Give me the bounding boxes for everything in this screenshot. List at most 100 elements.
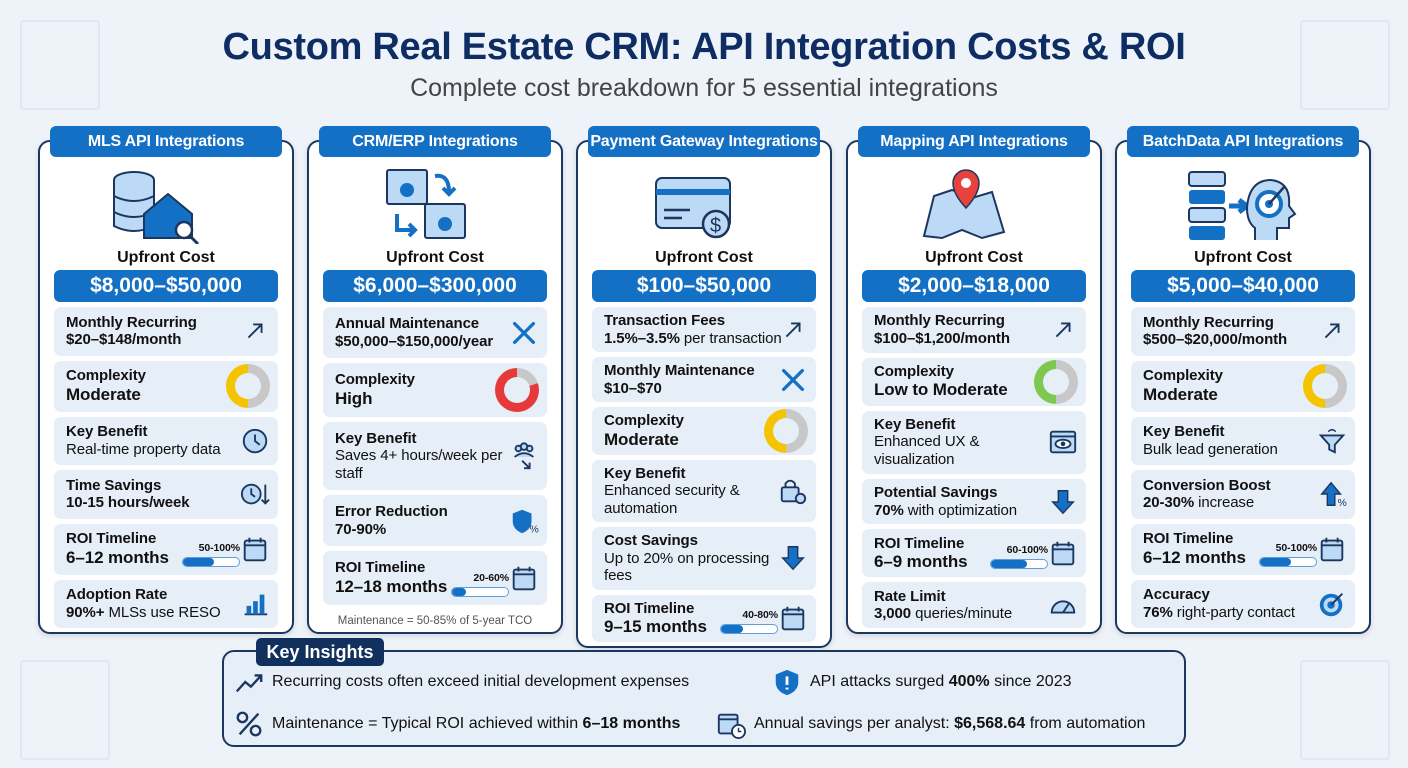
metric-value-bold: 6–12 months [1143,547,1246,567]
metric-value-bold: 3,000 [874,605,912,623]
metric-label: ROI Timeline [335,559,426,577]
upfront-cost-label: Upfront Cost [1194,249,1292,266]
card-title: MLS API Integrations [50,126,282,157]
metric-value-bold: $20–$148/month [66,331,182,349]
metric-row: Cost Savings Up to 20% on processing fee… [592,527,816,590]
roi-progress-label: 50-100% [198,541,240,554]
roi-progress: 20-60% [451,572,509,597]
insight-highlight: 6–18 months [582,715,681,732]
tools-icon [781,368,805,391]
metric-row: Adoption Rate 90%+ MLSs use RESO [54,579,278,628]
metric-label: Annual Maintenance [335,315,480,333]
metric-value-bold: Low to Moderate [874,380,1008,400]
map-pin-icon [922,169,1006,240]
metric-value-bold: 6–9 months [874,552,968,572]
metric-label: Monthly Recurring [66,313,197,331]
metric-label: Key Benefit [335,429,417,447]
calendar-icon [1051,542,1075,566]
metric-row: Complexity Moderate [592,407,816,455]
upfront-cost-value: $6,000–$300,000 [323,270,547,302]
key-insights-title: Key Insights [256,638,384,666]
credit-card-dollar-icon: $ [655,177,731,239]
tools-icon [512,321,536,344]
metric-label: Complexity [874,362,954,380]
metric-value: Real-time property data [66,440,221,458]
metric-label: Adoption Rate [66,586,168,604]
metric-value-bold: 20-30% [1143,494,1195,512]
page-subtitle: Complete cost breakdown for 5 essential … [410,74,998,102]
roi-progress-label: 40-80% [742,609,778,621]
insight-item: Maintenance = Typical ROI achieved withi… [234,709,680,739]
trend-up-arrow-icon [785,322,801,337]
metric-value: Up to 20% on processing fees [604,549,770,585]
metric-value: with optimization [903,501,1017,519]
clock-icon [242,428,268,453]
page-title: Custom Real Estate CRM: API Integration … [222,26,1186,68]
trend-line-icon [235,674,263,693]
roi-progress: 60-100% [990,544,1048,570]
metric-row: Key Benefit Enhanced security & automati… [592,459,816,522]
metric-row: Annual Maintenance $50,000–$150,000/year [323,307,547,359]
metric-row: Complexity Low to Moderate [862,357,1086,406]
insight-item: API attacks surged 400% since 2023 [772,667,1072,697]
insight-text: API attacks surged [810,673,949,690]
metric-row: Rate Limit 3,000 queries/minute [862,582,1086,628]
calendar-icon [1320,537,1344,562]
metric-label: Key Benefit [1143,423,1225,441]
metric-value-bold: 9–15 months [604,617,707,636]
metric-label: ROI Timeline [66,530,157,548]
complexity-donut-icon [1034,359,1078,404]
metric-row: Conversion Boost 20-30% increase% [1131,470,1355,519]
roi-progress: 50-100% [182,542,240,567]
metric-label: Complexity [335,371,415,389]
metric-label: ROI Timeline [874,534,965,552]
card-title: CRM/ERP Integrations [319,126,551,157]
svg-text:%: % [530,524,539,535]
metric-value-bold: Moderate [604,429,679,449]
metric-value-bold: 1.5%–3.5% [604,329,680,347]
metric-row: ROI Timeline 6–12 months 50-100% [1131,523,1355,575]
metric-row: Complexity High [323,363,547,417]
sync-windows-gear-icon [386,169,466,239]
roi-progress-fill [991,560,1028,569]
metric-value-bold: $100–$1,200/month [874,329,1010,347]
insight-text-end: from automation [1025,715,1146,732]
metric-label: Conversion Boost [1143,476,1271,494]
down-arrow-icon [1051,489,1075,514]
metric-label: Potential Savings [874,484,998,502]
trend-up-arrow-icon [1324,323,1340,339]
metric-row: ROI Timeline 12–18 months 20-60% [323,551,547,605]
upfront-cost-value: $2,000–$18,000 [862,270,1086,302]
integration-card: MLS API Integrations Upfront Cost $8,000… [38,126,294,634]
svg-text:$: $ [710,215,721,237]
trend-up-arrow-icon [1055,322,1071,338]
metric-row: ROI Timeline 9–15 months 40-80% [592,594,816,642]
upfront-cost-label: Upfront Cost [386,249,484,266]
metric-value: MLSs use RESO [104,603,221,621]
metric-row: Potential Savings 70% with optimization [862,478,1086,525]
complexity-donut-icon [1303,364,1347,408]
metric-row: Monthly Recurring $100–$1,200/month [862,307,1086,353]
roi-progress-fill [1260,557,1291,566]
metric-value-bold: 6–12 months [66,547,169,567]
complexity-donut-icon [495,367,539,412]
insight-text: Annual savings per analyst: [754,715,955,732]
insight-item: Annual savings per analyst: $6,568.64 fr… [716,709,1145,739]
metric-row: Key Benefit Bulk lead generation [1131,416,1355,465]
metric-value-bold: 70-90% [335,520,387,538]
background-building-decoration [20,660,110,760]
roi-progress-label: 60-100% [1006,544,1048,557]
metric-label: Monthly Recurring [874,312,1005,330]
roi-progress-fill [452,587,466,596]
shield-alert-icon [775,669,799,696]
insight-text: Maintenance = Typical ROI achieved withi… [272,715,583,732]
metric-row: Transaction Fees 1.5%–3.5% per transacti… [592,307,816,352]
metric-value-bold: 12–18 months [335,576,448,596]
metric-label: Complexity [604,412,684,429]
upfront-cost-value: $5,000–$40,000 [1131,270,1355,302]
speedometer-icon [1050,600,1076,614]
metric-label: Cost Savings [604,532,698,549]
insight-text: Recurring costs often exceed initial dev… [272,673,690,690]
metric-label: Transaction Fees [604,312,725,329]
team-down-icon [514,442,534,470]
